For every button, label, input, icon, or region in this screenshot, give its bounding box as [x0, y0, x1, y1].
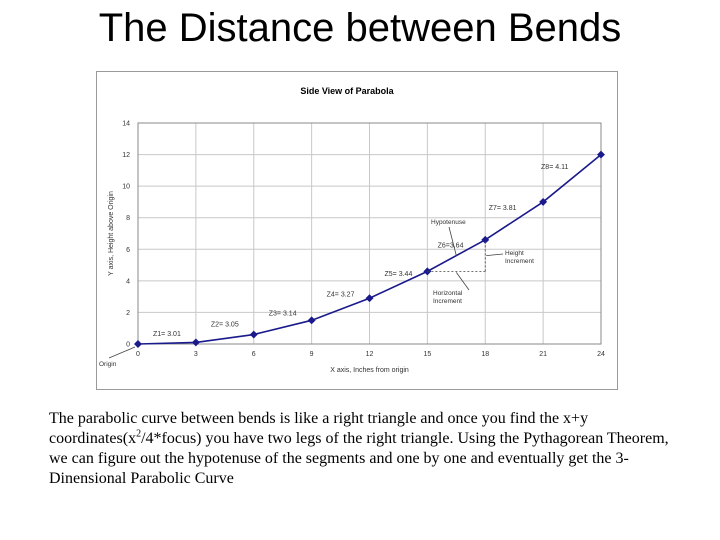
y-tick-label: 0	[126, 342, 130, 349]
horizontal-increment-annotation: Horizontal	[433, 290, 463, 297]
slide-title: The Distance between Bends	[98, 6, 622, 50]
x-tick-label: 0	[136, 351, 140, 358]
height-increment-annotation: Increment	[505, 258, 534, 265]
chart-title: Side View of Parabola	[300, 86, 394, 96]
height-increment-leader-line	[486, 253, 504, 256]
y-tick-label: 14	[122, 121, 130, 128]
y-tick-label: 4	[126, 278, 130, 285]
data-point	[365, 294, 374, 303]
x-tick-label: 21	[539, 351, 547, 358]
chart-frame: Side View of Parabola 0 2 4 6 8 10 12 14 0 3 6 9 12 15…	[96, 71, 618, 390]
x-tick-label: 18	[481, 351, 489, 358]
y-axis-label: Y axis, Height above Origin	[108, 191, 115, 276]
data-point	[249, 330, 258, 339]
segment-label: Z5= 3.44	[385, 271, 413, 278]
x-tick-label: 9	[310, 351, 314, 358]
origin-leader-line	[108, 346, 136, 359]
y-tick-label: 10	[122, 184, 130, 191]
segment-label: Z2= 3.05	[211, 322, 239, 329]
y-tick-label: 6	[126, 247, 130, 254]
segment-label: Z4= 3.27	[327, 292, 355, 299]
horizontal-increment-leader-line	[455, 272, 470, 291]
x-axis-label: X axis, Inches from origin	[330, 367, 409, 374]
data-point	[307, 316, 316, 325]
x-tick-label: 15	[423, 351, 431, 358]
body-text-part-2: /4*focus) you have two legs of the right…	[49, 430, 669, 487]
body-text-part-1: The parabolic curve between bends is lik…	[49, 410, 589, 447]
data-point	[481, 235, 490, 244]
segment-label: Z6=3.64	[438, 243, 464, 250]
x-tick-label: 3	[194, 351, 198, 358]
body-paragraph: The parabolic curve between bends is lik…	[49, 409, 679, 489]
x-tick-label: 12	[366, 351, 374, 358]
hypotenuse-annotation: Hypotenuse	[431, 219, 466, 226]
data-point	[191, 338, 200, 347]
y-tick-label: 12	[122, 152, 130, 159]
origin-annotation: Origin	[99, 361, 117, 368]
body-text-superscript: 2	[136, 428, 142, 440]
segment-label: Z3= 3.14	[269, 311, 297, 318]
x-tick-label: 6	[252, 351, 256, 358]
height-increment-annotation: Height	[505, 250, 524, 257]
segment-label: Z1= 3.01	[153, 331, 181, 338]
segment-label: Z8= 4.11	[541, 164, 568, 171]
data-point	[134, 340, 142, 348]
plot-area-border	[137, 122, 602, 345]
horizontal-increment-annotation: Increment	[433, 298, 462, 305]
x-tick-label: 24	[597, 351, 605, 358]
y-tick-label: 8	[126, 215, 130, 222]
y-tick-label: 2	[126, 310, 130, 317]
segment-label: Z7= 3.81	[489, 205, 517, 212]
hypotenuse-leader-line	[448, 226, 457, 256]
